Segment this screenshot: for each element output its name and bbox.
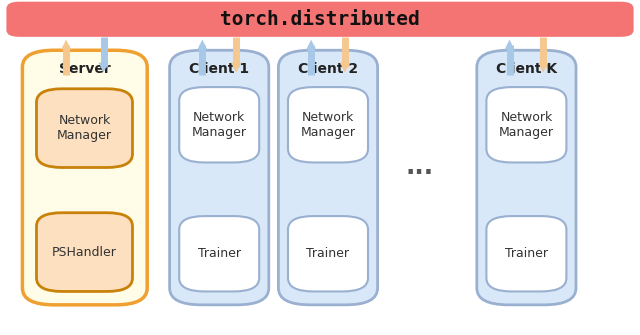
FancyBboxPatch shape	[288, 216, 368, 291]
FancyBboxPatch shape	[179, 87, 259, 162]
Text: Network
Manager: Network Manager	[57, 114, 112, 142]
Text: torch.distributed: torch.distributed	[220, 10, 420, 29]
Text: Network
Manager: Network Manager	[301, 111, 355, 139]
FancyBboxPatch shape	[486, 87, 566, 162]
FancyBboxPatch shape	[6, 2, 634, 37]
FancyBboxPatch shape	[477, 50, 576, 305]
Text: Network
Manager: Network Manager	[192, 111, 246, 139]
FancyBboxPatch shape	[36, 213, 132, 291]
Text: Trainer: Trainer	[505, 247, 548, 260]
FancyBboxPatch shape	[288, 87, 368, 162]
FancyBboxPatch shape	[22, 50, 147, 305]
Text: Client K: Client K	[496, 62, 557, 76]
Text: ...: ...	[405, 155, 433, 180]
Text: Trainer: Trainer	[198, 247, 241, 260]
FancyBboxPatch shape	[179, 216, 259, 291]
Text: Trainer: Trainer	[307, 247, 349, 260]
FancyBboxPatch shape	[486, 216, 566, 291]
FancyBboxPatch shape	[278, 50, 378, 305]
FancyBboxPatch shape	[170, 50, 269, 305]
Text: Network
Manager: Network Manager	[499, 111, 554, 139]
Text: Server: Server	[59, 62, 111, 76]
Text: PSHandler: PSHandler	[52, 246, 117, 259]
FancyBboxPatch shape	[36, 89, 132, 168]
Text: Client 1: Client 1	[189, 62, 249, 76]
Text: Client 2: Client 2	[298, 62, 358, 76]
